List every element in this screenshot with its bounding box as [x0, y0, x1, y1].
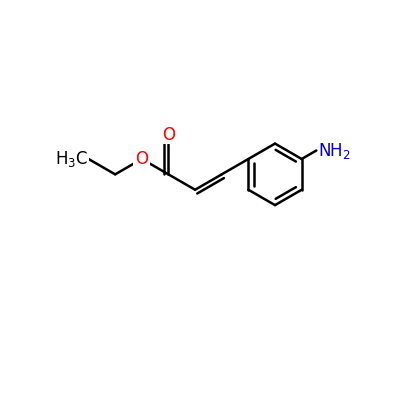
Text: NH$_2$: NH$_2$ [318, 140, 351, 160]
Text: O: O [162, 126, 175, 144]
Text: H$_3$C: H$_3$C [55, 149, 88, 169]
Text: O: O [135, 150, 148, 168]
